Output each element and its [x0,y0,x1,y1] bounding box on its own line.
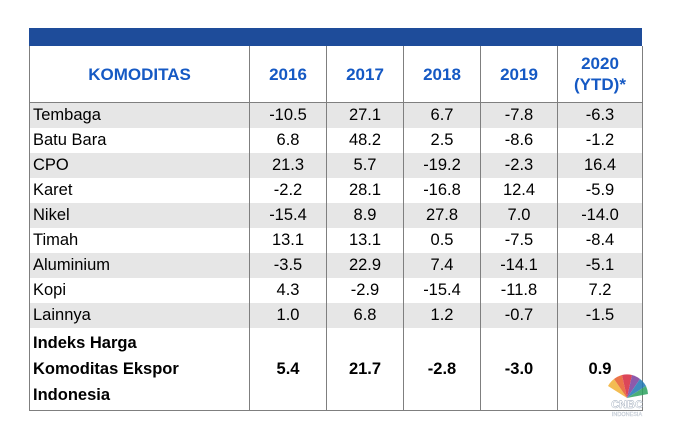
cell-2017: 8.9 [326,203,404,228]
cell-2019: -0.7 [480,303,558,328]
row-name: CPO [29,153,250,178]
peacock-feather [608,379,627,398]
cell-2017: 22.9 [326,253,404,278]
cell-2018: -16.8 [403,178,481,203]
cell-2016: 21.3 [249,153,327,178]
cell-2020: 16.4 [557,153,643,178]
row-name: Tembaga [29,102,250,128]
header-2018: 2018 [403,46,481,103]
summary-2018: -2.8 [403,328,481,411]
summary-name-line3: Indonesia [33,386,111,404]
table-row: Karet -2.2 28.1 -16.8 12.4 -5.9 [29,178,643,203]
cell-2018: 6.7 [403,102,481,128]
table-row: Nikel -15.4 8.9 27.8 7.0 -14.0 [29,203,643,228]
cell-2017: 27.1 [326,102,404,128]
cell-2017: 28.1 [326,178,404,203]
commodity-table-frame: KOMODITAS 2016 2017 2018 2019 2020 (YTD)… [29,28,643,420]
cnbc-indonesia-logo: CNBC INDONESIA [608,374,648,418]
row-name: Lainnya [29,303,250,328]
logo-subtext: INDONESIA [612,412,643,418]
cell-2016: -2.2 [249,178,327,203]
table-row: Aluminium -3.5 22.9 7.4 -14.1 -5.1 [29,253,643,278]
cell-2020: -1.5 [557,303,643,328]
table-row: Lainnya 1.0 6.8 1.2 -0.7 -1.5 [29,303,643,328]
cell-2020: -8.4 [557,228,643,253]
table-row: Tembaga -10.5 27.1 6.7 -7.8 -6.3 [29,102,643,128]
cell-2016: 6.8 [249,128,327,153]
cell-2016: -3.5 [249,253,327,278]
cell-2019: 12.4 [480,178,558,203]
summary-row: Indeks Harga Komoditas Ekspor Indonesia … [29,328,643,411]
header-2020-ytd: (YTD)* [574,75,626,94]
summary-name-line1: Indeks Harga [33,334,137,352]
cell-2017: 6.8 [326,303,404,328]
table-row: Timah 13.1 13.1 0.5 -7.5 -8.4 [29,228,643,253]
cell-2018: 7.4 [403,253,481,278]
commodity-price-table: KOMODITAS 2016 2017 2018 2019 2020 (YTD)… [29,46,643,411]
summary-2016: 5.4 [249,328,327,411]
header-row: KOMODITAS 2016 2017 2018 2019 2020 (YTD)… [29,46,643,103]
cell-2016: -10.5 [249,102,327,128]
cell-2017: 5.7 [326,153,404,178]
cell-2020: -5.1 [557,253,643,278]
cell-2016: 13.1 [249,228,327,253]
cell-2018: -19.2 [403,153,481,178]
peacock-icon [608,374,648,398]
table-row: Batu Bara 6.8 48.2 2.5 -8.6 -1.2 [29,128,643,153]
logo-wordmark: CNBC [611,399,643,411]
row-name: Karet [29,178,250,203]
header-2020-year: 2020 [581,54,619,73]
header-komoditas: KOMODITAS [29,46,250,103]
cell-2017: -2.9 [326,278,404,303]
summary-name: Indeks Harga Komoditas Ekspor Indonesia [29,328,250,411]
cell-2016: -15.4 [249,203,327,228]
cell-2020: -14.0 [557,203,643,228]
summary-2019: -3.0 [480,328,558,411]
cell-2017: 13.1 [326,228,404,253]
peacock-feather [614,375,627,398]
cell-2017: 48.2 [326,128,404,153]
cell-2018: 0.5 [403,228,481,253]
cell-2018: 1.2 [403,303,481,328]
cell-2018: 27.8 [403,203,481,228]
peacock-feather [622,374,632,398]
table-row: CPO 21.3 5.7 -19.2 -2.3 16.4 [29,153,643,178]
header-2017: 2017 [326,46,404,103]
cell-2018: 2.5 [403,128,481,153]
summary-name-line2: Komoditas Ekspor [33,360,179,378]
cell-2020: -5.9 [557,178,643,203]
table-row: Kopi 4.3 -2.9 -15.4 -11.8 7.2 [29,278,643,303]
cell-2019: -7.5 [480,228,558,253]
row-name: Batu Bara [29,128,250,153]
cell-2020: -1.2 [557,128,643,153]
header-2019: 2019 [480,46,558,103]
peacock-feather [627,386,648,398]
cell-2018: -15.4 [403,278,481,303]
header-2016: 2016 [249,46,327,103]
row-name: Aluminium [29,253,250,278]
header-2020: 2020 (YTD)* [557,46,643,103]
peacock-feather [627,375,640,398]
cell-2019: -8.6 [480,128,558,153]
row-name: Timah [29,228,250,253]
peacock-feather [627,379,646,398]
table-top-bar [29,28,642,46]
cell-2020: -6.3 [557,102,643,128]
cell-2019: -2.3 [480,153,558,178]
summary-2017: 21.7 [326,328,404,411]
cell-2016: 1.0 [249,303,327,328]
cell-2019: -11.8 [480,278,558,303]
row-name: Nikel [29,203,250,228]
cell-2016: 4.3 [249,278,327,303]
cell-2020: 7.2 [557,278,643,303]
cell-2019: 7.0 [480,203,558,228]
row-name: Kopi [29,278,250,303]
cell-2019: -14.1 [480,253,558,278]
cell-2019: -7.8 [480,102,558,128]
